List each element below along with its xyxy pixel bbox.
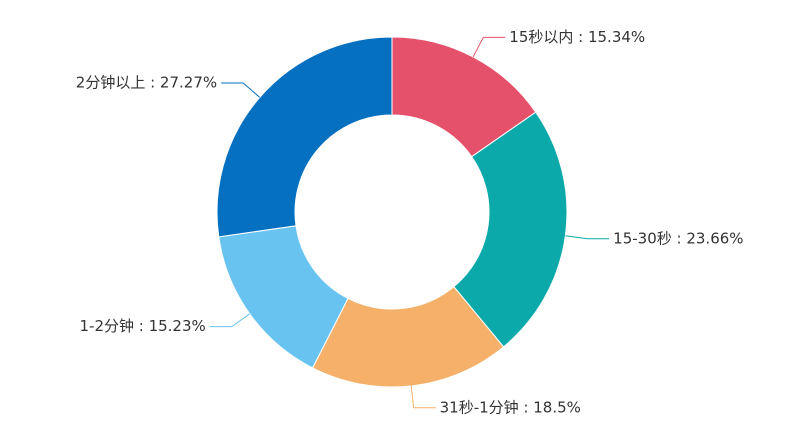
slice-label: 15-30秒 : 23.66% bbox=[613, 229, 743, 247]
leader-line bbox=[565, 235, 610, 240]
leader-line bbox=[209, 313, 250, 328]
pie-slice bbox=[311, 286, 505, 388]
pie-slice bbox=[453, 111, 568, 348]
pie-slice bbox=[216, 36, 393, 238]
leader-line bbox=[472, 36, 506, 58]
slice-label: 15秒以内 : 15.34% bbox=[509, 28, 645, 46]
slice-label: 1-2分钟 : 15.23% bbox=[79, 317, 205, 335]
slice-label: 2分钟以上 : 27.27% bbox=[76, 73, 217, 91]
leader-line bbox=[410, 385, 436, 409]
leader-line bbox=[221, 82, 261, 98]
slice-label: 31秒-1分钟 : 18.5% bbox=[440, 398, 581, 416]
